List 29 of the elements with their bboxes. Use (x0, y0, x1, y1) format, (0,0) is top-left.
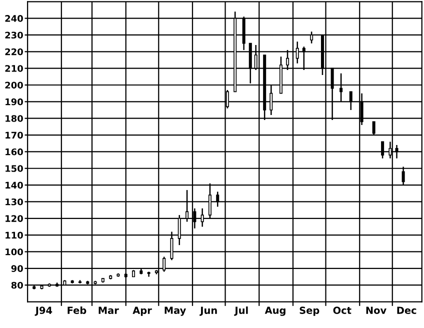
x-tick-label: May (164, 306, 186, 316)
x-tick-label: Aug (264, 306, 286, 316)
y-tick-label: 190 (6, 98, 23, 106)
y-tick-label: 80 (11, 282, 23, 289)
x-tick-label: Apr (132, 306, 152, 316)
x-tick-label: Dec (397, 306, 416, 314)
x-tick-label: Jul (234, 306, 248, 316)
y-tick-label: 220 (5, 48, 23, 56)
y-tick-label: 120 (6, 215, 23, 222)
y-tick-label: 110 (6, 232, 23, 239)
y-tick-label: 150 (6, 165, 23, 172)
y-tick-label: 200 (5, 82, 23, 89)
y-tick-label: 90 (11, 265, 23, 272)
y-tick-label: 140 (6, 182, 23, 189)
x-tick-label: J94 (34, 306, 52, 316)
y-tick-label: 180 (6, 115, 23, 122)
x-tick-label: Feb (68, 306, 86, 314)
y-tick-label: 170 (6, 132, 23, 139)
y-tick-label: 130 (6, 198, 23, 206)
x-tick-label: Sep (300, 306, 320, 316)
y-tick-label: 210 (5, 65, 23, 72)
y-tick-label: 100 (6, 248, 23, 256)
x-tick-label: Mar (98, 306, 119, 314)
y-tick-label: 240 (5, 15, 23, 22)
x-tick-label: Jun (200, 306, 217, 316)
x-tick-label: Oct (333, 306, 352, 314)
x-tick-label: Nov (366, 306, 386, 314)
y-tick-label: 160 (6, 148, 23, 156)
y-tick-label: 230 (5, 32, 23, 39)
